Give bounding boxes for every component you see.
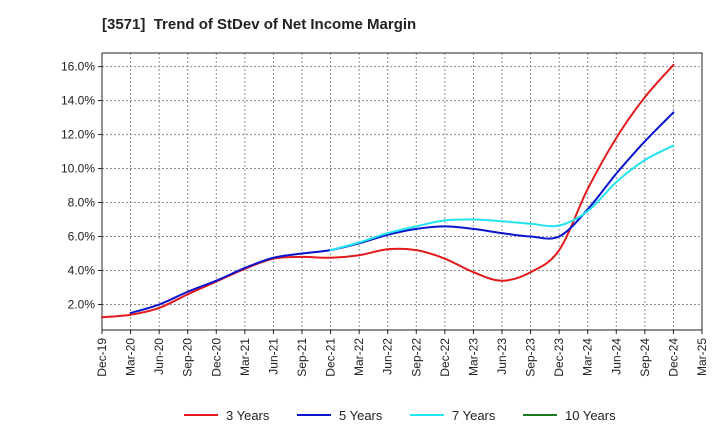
x-tick-label: Jun-22 (381, 338, 395, 375)
x-tick-label: Mar-20 (124, 338, 138, 376)
x-tick-label: Jun-23 (495, 338, 509, 375)
grid-lines (102, 53, 702, 330)
y-tick-label: 4.0% (68, 264, 96, 278)
x-tick-label: Mar-25 (695, 338, 709, 376)
legend-swatch-7-years (410, 414, 444, 416)
x-tick-label: Mar-21 (238, 338, 252, 376)
x-tick-label: Sep-20 (181, 338, 195, 377)
legend-swatch-3-years (184, 414, 218, 416)
y-tick-label: 2.0% (68, 298, 96, 312)
x-tick-label: Dec-24 (666, 338, 680, 377)
chart-title: [3571] Trend of StDev of Net Income Marg… (102, 16, 417, 33)
x-tick-label: Sep-24 (638, 338, 652, 377)
x-tick-label: Dec-23 (552, 338, 566, 377)
x-tick-label: Dec-22 (438, 338, 452, 377)
x-tick-label: Mar-22 (352, 338, 366, 376)
y-tick-label: 12.0% (61, 128, 95, 142)
y-tick-label: 14.0% (61, 94, 95, 108)
x-tick-label: Sep-23 (524, 338, 538, 377)
plot-frame (101, 52, 703, 331)
legend-swatch-10-years (523, 414, 557, 416)
legend-item-3-years: 3 Years (184, 404, 269, 426)
series-line-5-years (129, 111, 675, 315)
series-lines (101, 63, 675, 319)
y-tick-label: 16.0% (61, 60, 95, 74)
legend-label-3-years: 3 Years (226, 407, 270, 423)
x-tick-label: Sep-21 (295, 338, 309, 377)
legend-item-10-years: 10 Years (523, 404, 616, 426)
x-tick-label: Dec-21 (324, 338, 338, 377)
legend-label-7-years: 7 Years (452, 407, 496, 423)
y-tick-label: 10.0% (61, 162, 95, 176)
series-line-3-years (101, 63, 675, 319)
x-tick-label: Jun-24 (609, 338, 623, 375)
axes: Dec-19 Mar-20 Jun-20 Sep-20 Dec-20 Mar-21 Jun-… (61, 52, 709, 377)
legend-item-7-years: 7 Years (410, 404, 495, 426)
x-tick-label: Jun-20 (152, 338, 166, 375)
y-tick-label: 6.0% (68, 230, 96, 244)
x-tick-label: Mar-24 (581, 338, 595, 376)
y-tick-label: 8.0% (68, 196, 96, 210)
legend-swatch-5-years (297, 414, 331, 416)
x-tick-label: Dec-19 (95, 338, 109, 377)
legend-item-5-years: 5 Years (297, 404, 382, 426)
legend-label-10-years: 10 Years (565, 407, 616, 423)
x-tick-label: Mar-23 (466, 338, 480, 376)
series-line-7-years (329, 144, 675, 252)
legend-label-5-years: 5 Years (339, 407, 383, 423)
x-tick-label: Sep-22 (409, 338, 423, 377)
x-tick-label: Dec-20 (209, 338, 223, 377)
legend: 3 Years 5 Years 7 Years 10 Years (0, 404, 720, 426)
x-tick-label: Jun-21 (266, 338, 280, 375)
